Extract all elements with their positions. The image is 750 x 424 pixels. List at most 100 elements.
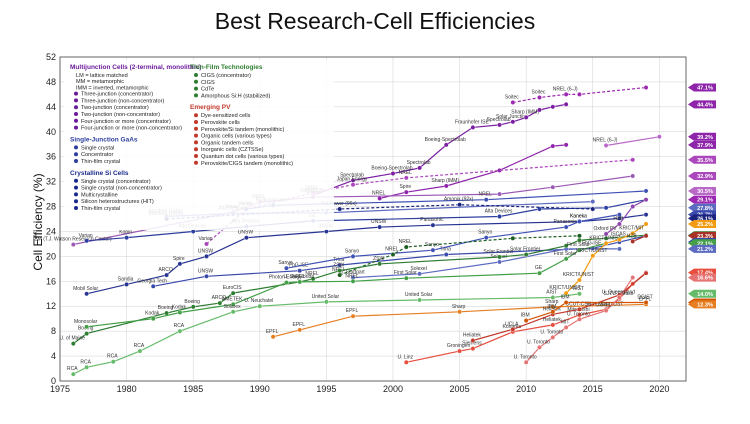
- record-badge-label: 37.9%: [697, 143, 713, 149]
- point-annotation: Spectrolab: [407, 160, 431, 166]
- record-badge-label: 47.1%: [697, 86, 713, 92]
- point-annotation: First Solar: [394, 270, 417, 276]
- point-annotation: Spectrolab: [487, 117, 511, 123]
- data-point: [350, 182, 356, 188]
- data-point: [497, 191, 502, 197]
- data-point: [550, 295, 556, 300]
- data-point: [510, 100, 516, 105]
- point-annotation: EPFL: [346, 308, 359, 314]
- data-point: [350, 313, 356, 319]
- data-point: [643, 221, 649, 227]
- legend-heading: Emerging PV: [190, 104, 231, 111]
- point-annotation: Sanyo: [478, 230, 492, 236]
- data-point: [204, 241, 209, 247]
- legend-item: Thin-film crystal: [81, 206, 120, 212]
- data-point: [563, 325, 569, 330]
- legend-marker: [74, 91, 78, 96]
- legend: Multijunction Cells (2-terminal, monolit…: [64, 60, 334, 230]
- record-badge-label: 44.4%: [697, 102, 713, 108]
- legend-item: CdTe: [201, 87, 214, 93]
- legend-background: [64, 60, 334, 230]
- record-badge-shape: [688, 100, 716, 109]
- point-annotation: Alta Devices: [485, 209, 513, 215]
- record-badge: 47.1%: [688, 83, 716, 92]
- record-badge-shape: [688, 83, 716, 92]
- series-24: U. Toronto U. Toronto U. Toronto MIT U. Toro…: [514, 275, 636, 365]
- record-badge-label: 26.1%: [697, 216, 713, 222]
- legend-marker: [194, 160, 198, 165]
- point-annotation: RCA: [174, 323, 185, 329]
- point-annotation: Mobil Solar: [73, 286, 98, 292]
- data-point: [230, 290, 236, 296]
- point-annotation: Fraunhofer ISE: [455, 119, 490, 125]
- record-badge-label: 21.2%: [697, 247, 713, 253]
- point-annotation: IBM: [547, 304, 556, 310]
- y-tick-label: 32: [46, 177, 56, 187]
- data-point: [603, 240, 609, 246]
- data-point: [417, 271, 423, 277]
- point-annotation: SCUT-CSU: [566, 301, 592, 307]
- legend-item: Inorganic cells (CZTSSe): [201, 147, 264, 153]
- point-annotation: NREL: [345, 273, 359, 279]
- point-annotation: NREL: [305, 271, 319, 277]
- y-tick-label: 0: [51, 376, 56, 386]
- data-point: [563, 300, 569, 305]
- data-point: [84, 331, 90, 337]
- point-annotation: EPFL: [266, 329, 279, 335]
- data-point: [537, 270, 542, 276]
- series-line: [86, 242, 607, 328]
- y-tick-label: 36: [46, 152, 56, 162]
- legend-item: Concentrator: [81, 152, 113, 158]
- data-point: [337, 268, 343, 274]
- point-annotation: AIST: [546, 290, 557, 296]
- point-annotation: U. Toronto: [527, 339, 550, 345]
- record-badge-label: 14.0%: [697, 292, 713, 298]
- point-annotation: Spire: [173, 256, 185, 262]
- data-point: [577, 291, 582, 297]
- data-point: [537, 206, 542, 212]
- legend-marker: [194, 126, 198, 131]
- legend-item: Two-junction (non-concentrator): [81, 112, 160, 118]
- data-point: [656, 134, 662, 140]
- series-line: [86, 214, 647, 295]
- data-point: [230, 301, 236, 307]
- data-point: [403, 175, 409, 181]
- data-point: [497, 259, 502, 265]
- point-annotation: RCA: [67, 366, 78, 372]
- point-annotation: AIST: [573, 286, 584, 292]
- record-badge-label: 27.8%: [697, 206, 713, 212]
- point-annotation: Trina: [440, 247, 451, 253]
- series-5: NREL (6-J): [593, 134, 662, 148]
- data-point: [430, 222, 436, 228]
- data-point: [630, 230, 636, 236]
- data-point: [84, 324, 90, 330]
- point-annotation: NREL: [292, 274, 306, 280]
- point-annotation: ZSW: [333, 263, 344, 269]
- data-point: [177, 328, 183, 334]
- data-point: [523, 318, 529, 323]
- point-annotation: United Solar: [405, 292, 433, 298]
- data-point: [217, 300, 223, 306]
- x-tick-label: 1985: [183, 384, 203, 394]
- legend-item: Three-junction (concentrator): [81, 92, 153, 98]
- series-line: [525, 277, 634, 363]
- data-point: [630, 239, 636, 244]
- data-point: [577, 219, 582, 224]
- point-annotation: Groningen: [447, 343, 471, 349]
- legend-note: MM = metamorphic: [76, 79, 124, 85]
- data-point: [297, 268, 303, 274]
- series-line: [153, 235, 647, 287]
- x-tick-label: 2005: [450, 384, 470, 394]
- data-point: [603, 205, 609, 211]
- data-point: [230, 309, 236, 315]
- data-point: [70, 371, 76, 377]
- legend-marker: [74, 192, 78, 197]
- data-point: [337, 206, 343, 212]
- data-point: [630, 275, 636, 280]
- record-badges: 47.1% 44.4% 39.2% 37.9% 35.5% 32.9% 30.5% 29.1%…: [688, 83, 716, 309]
- series-line: [272, 303, 647, 338]
- record-badge: 21.2%: [688, 244, 716, 253]
- legend-marker: [74, 159, 78, 163]
